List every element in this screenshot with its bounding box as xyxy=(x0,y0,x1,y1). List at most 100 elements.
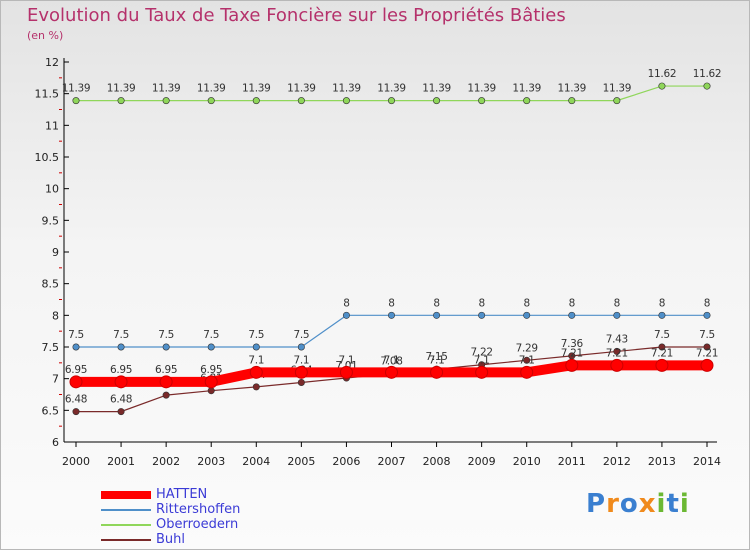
data-point xyxy=(703,311,711,319)
data-point xyxy=(700,358,714,372)
x-axis: 2000 2001 2002 2003 2004 2005 2006 2007 2008 2009… xyxy=(62,441,721,468)
data-point xyxy=(297,97,305,105)
legend-swatch xyxy=(101,524,151,526)
data-point xyxy=(69,375,83,389)
data-point xyxy=(114,375,128,389)
data-point xyxy=(565,358,579,372)
x-tick-label: 2001 xyxy=(107,455,135,468)
data-label: 6.95 xyxy=(200,364,222,376)
data-label: 11.39 xyxy=(107,83,136,95)
data-label: 11.39 xyxy=(467,83,496,95)
data-point xyxy=(72,343,80,351)
data-point xyxy=(117,97,125,105)
data-label: 8 xyxy=(478,297,484,309)
y-tick-label: 6 xyxy=(52,436,59,449)
data-label: 6.48 xyxy=(65,394,87,406)
data-label: 6.95 xyxy=(110,364,132,376)
x-tick-label: 2006 xyxy=(332,455,360,468)
x-tick-label: 2003 xyxy=(197,455,225,468)
x-tick-label: 2014 xyxy=(693,455,721,468)
data-point xyxy=(433,311,441,319)
data-point xyxy=(613,97,621,105)
legend-swatch xyxy=(101,539,151,541)
y-tick-label: 11.5 xyxy=(35,88,60,101)
data-point xyxy=(297,343,305,351)
data-label: 7.08 xyxy=(380,356,402,368)
data-point xyxy=(523,356,531,364)
legend-label: Rittershoffen xyxy=(156,502,241,517)
data-point xyxy=(159,375,173,389)
data-label: 8 xyxy=(343,297,349,309)
data-point xyxy=(655,358,669,372)
data-point xyxy=(342,97,350,105)
x-tick-label: 2002 xyxy=(152,455,180,468)
data-point xyxy=(658,343,666,351)
y-tick-label: 7 xyxy=(52,373,59,386)
data-label: 11.39 xyxy=(603,83,632,95)
x-tick-label: 2012 xyxy=(603,455,631,468)
x-tick-label: 2000 xyxy=(62,455,90,468)
data-label: 7.36 xyxy=(561,338,584,350)
data-label: 6.95 xyxy=(65,364,87,376)
data-label: 6.95 xyxy=(155,364,177,376)
y-tick-label: 8 xyxy=(52,309,59,322)
data-label: 11.39 xyxy=(152,83,181,95)
y-tick-label: 9 xyxy=(52,246,59,259)
data-point xyxy=(568,311,576,319)
data-point xyxy=(520,365,534,379)
data-point xyxy=(249,365,263,379)
legend-label: Buhl xyxy=(156,532,186,547)
data-point xyxy=(568,97,576,105)
series-rittershoffen: 7.5 7.5 7.5 7.5 7.5 7.5 8 8 8 8 8 8 8 8 8 xyxy=(68,297,711,351)
data-point xyxy=(72,408,80,416)
data-label: 7.5 xyxy=(158,329,174,341)
data-label: 8 xyxy=(524,297,530,309)
data-point xyxy=(342,311,350,319)
data-label: 8 xyxy=(614,297,620,309)
data-label: 8 xyxy=(388,297,394,309)
data-label: 11.62 xyxy=(693,68,722,80)
data-point xyxy=(433,97,441,105)
y-tick-label: 10 xyxy=(45,183,59,196)
y-unit-label: (en %) xyxy=(27,29,64,42)
data-label: 11.39 xyxy=(377,83,406,95)
legend-swatch xyxy=(101,509,151,511)
data-label: 7.1 xyxy=(429,354,445,366)
y-tick-label: 7.5 xyxy=(42,341,60,354)
data-point xyxy=(385,365,398,379)
data-point xyxy=(478,311,486,319)
legend-label: Oberroedern xyxy=(156,517,239,532)
x-tick-label: 2008 xyxy=(423,455,451,468)
y-tick-label: 10.5 xyxy=(35,151,60,164)
logo-letter: r xyxy=(606,489,620,519)
data-point xyxy=(339,365,353,379)
data-point xyxy=(162,391,170,399)
data-label: 7.5 xyxy=(654,329,670,341)
data-label: 7.5 xyxy=(248,329,264,341)
data-label: 11.39 xyxy=(62,83,91,95)
data-point xyxy=(297,378,305,386)
data-label: 7.29 xyxy=(516,342,538,354)
y-tick-label: 8.5 xyxy=(42,278,60,291)
logo-letter: i xyxy=(679,489,690,519)
data-label: 11.39 xyxy=(422,83,451,95)
data-point xyxy=(252,97,260,105)
series-oberroedern: 11.39 11.39 11.39 11.39 11.39 11.39 11.39 11.39… xyxy=(62,68,722,105)
data-label: 7.21 xyxy=(606,347,628,359)
data-label: 11.39 xyxy=(242,83,271,95)
data-point xyxy=(72,97,80,105)
data-label: 7.1 xyxy=(293,354,309,366)
data-label: 7.5 xyxy=(699,329,715,341)
data-label: 7.21 xyxy=(651,347,673,359)
data-point xyxy=(117,343,125,351)
data-point xyxy=(162,343,170,351)
proxiti-logo: Proxiti xyxy=(586,489,690,519)
data-point xyxy=(613,347,621,355)
data-label: 8 xyxy=(569,297,575,309)
data-label: 11.62 xyxy=(648,68,677,80)
data-label: 11.39 xyxy=(558,83,587,95)
x-tick-label: 2010 xyxy=(513,455,541,468)
logo-letter: o xyxy=(619,489,639,519)
data-label: 8 xyxy=(433,297,439,309)
